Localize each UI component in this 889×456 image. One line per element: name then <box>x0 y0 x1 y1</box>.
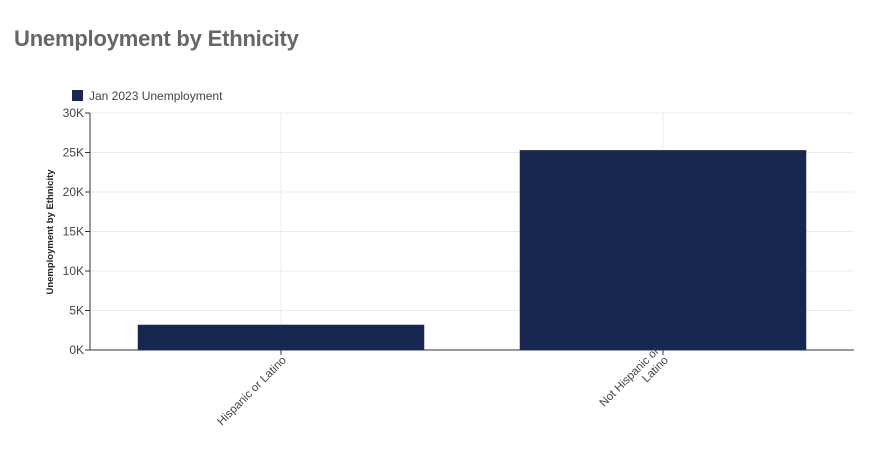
bars <box>137 150 807 350</box>
bar[interactable] <box>519 150 807 350</box>
legend: Jan 2023 Unemployment <box>72 89 223 103</box>
y-tick-label: 10K <box>63 264 84 278</box>
chart-title: Unemployment by Ethnicity <box>14 26 299 51</box>
y-tick-label: 25K <box>63 146 84 160</box>
bar[interactable] <box>137 324 425 350</box>
y-tick-label: 0K <box>69 343 84 357</box>
x-tick-label-group: Hispanic or Latino <box>215 354 289 428</box>
y-tick-label: 5K <box>69 304 84 318</box>
x-tick-label: Hispanic or Latino <box>215 354 289 428</box>
legend-swatch <box>72 90 83 101</box>
y-axis-ticks: 0K 5K 10K 15K 20K 25K 30K <box>63 106 90 357</box>
legend-label: Jan 2023 Unemployment <box>89 89 223 103</box>
y-tick-label: 30K <box>63 106 84 120</box>
y-tick-label: 15K <box>63 225 84 239</box>
y-axis-label: Unemployment by Ethnicity <box>45 169 56 295</box>
y-tick-label: 20K <box>63 185 84 199</box>
